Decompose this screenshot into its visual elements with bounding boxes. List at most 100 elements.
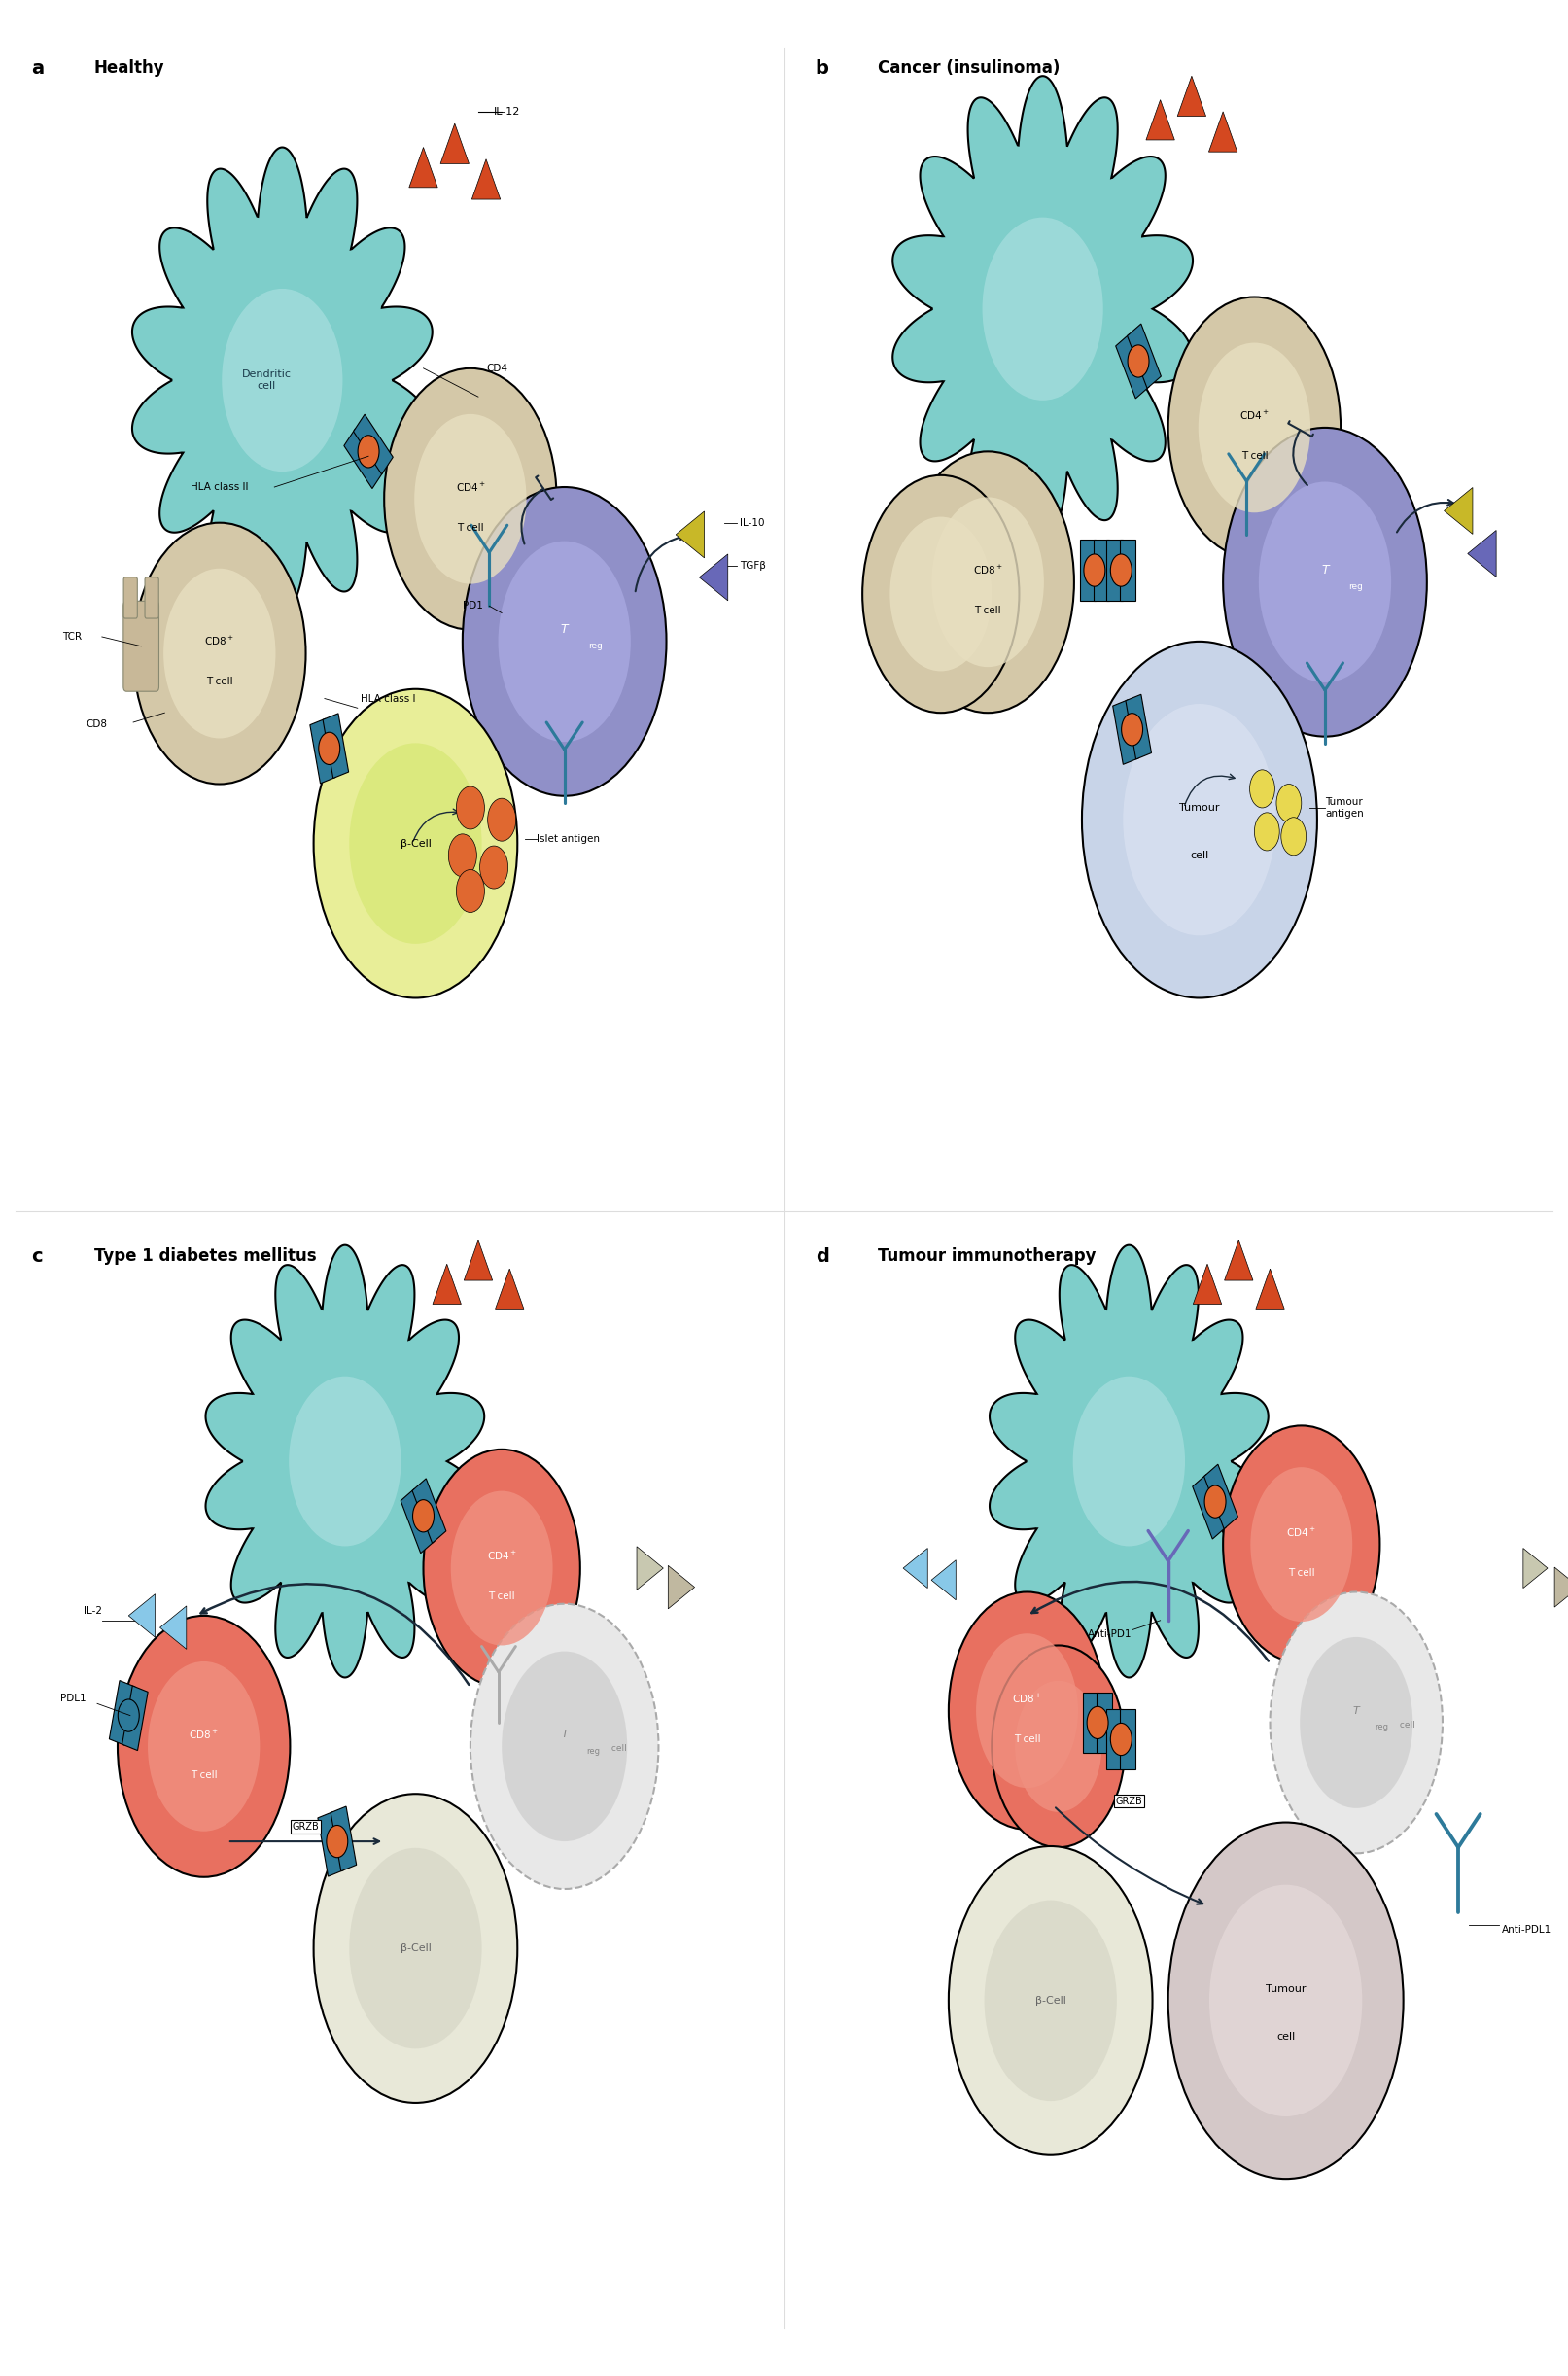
Text: PD1: PD1 bbox=[463, 601, 483, 611]
Text: CD4$^+$: CD4$^+$ bbox=[486, 1549, 517, 1563]
Circle shape bbox=[1259, 482, 1391, 682]
Text: HLA class II: HLA class II bbox=[191, 482, 248, 492]
Text: c: c bbox=[31, 1247, 42, 1266]
Circle shape bbox=[889, 516, 991, 670]
Polygon shape bbox=[892, 76, 1193, 542]
Text: reg: reg bbox=[586, 1746, 601, 1756]
Circle shape bbox=[902, 451, 1074, 713]
Circle shape bbox=[147, 1661, 260, 1832]
Text: reg: reg bbox=[588, 642, 602, 651]
Circle shape bbox=[1300, 1637, 1413, 1808]
Circle shape bbox=[314, 689, 517, 998]
Circle shape bbox=[1198, 342, 1311, 513]
Circle shape bbox=[1251, 1466, 1352, 1620]
Text: GRZB: GRZB bbox=[292, 1822, 320, 1832]
Circle shape bbox=[221, 287, 342, 470]
Circle shape bbox=[1110, 1723, 1132, 1756]
Circle shape bbox=[488, 798, 516, 841]
Text: Type 1 diabetes mellitus: Type 1 diabetes mellitus bbox=[94, 1247, 317, 1264]
Circle shape bbox=[463, 487, 666, 796]
Text: b: b bbox=[815, 59, 829, 78]
Text: CD4$^+$: CD4$^+$ bbox=[1239, 409, 1270, 423]
Polygon shape bbox=[472, 159, 500, 200]
Polygon shape bbox=[1107, 1708, 1123, 1770]
Text: Anti-PD1: Anti-PD1 bbox=[1088, 1630, 1132, 1639]
Circle shape bbox=[350, 1849, 481, 2048]
Text: T cell: T cell bbox=[1013, 1734, 1041, 1744]
Text: TGFβ: TGFβ bbox=[740, 561, 767, 570]
Polygon shape bbox=[1126, 694, 1151, 760]
Polygon shape bbox=[1256, 1269, 1284, 1309]
Circle shape bbox=[1168, 297, 1341, 558]
Circle shape bbox=[448, 834, 477, 877]
Polygon shape bbox=[903, 1549, 928, 1587]
Polygon shape bbox=[1120, 539, 1135, 601]
Polygon shape bbox=[1093, 539, 1109, 601]
Text: T cell: T cell bbox=[205, 677, 234, 687]
Polygon shape bbox=[132, 147, 433, 613]
Polygon shape bbox=[441, 124, 469, 164]
Circle shape bbox=[480, 846, 508, 889]
Circle shape bbox=[499, 542, 630, 741]
Text: CD4$^+$: CD4$^+$ bbox=[455, 480, 486, 494]
Circle shape bbox=[470, 1604, 659, 1889]
Polygon shape bbox=[1083, 1692, 1099, 1753]
Circle shape bbox=[993, 1644, 1126, 1849]
Circle shape bbox=[1083, 554, 1105, 587]
Circle shape bbox=[949, 1846, 1152, 2155]
Text: T cell: T cell bbox=[974, 606, 1002, 615]
Text: cell: cell bbox=[1190, 851, 1209, 860]
Circle shape bbox=[931, 497, 1044, 668]
Polygon shape bbox=[129, 1594, 155, 1637]
Text: T cell: T cell bbox=[1287, 1568, 1316, 1578]
Circle shape bbox=[1087, 1706, 1109, 1739]
Circle shape bbox=[862, 475, 1019, 713]
Circle shape bbox=[456, 870, 485, 912]
Text: GRZB: GRZB bbox=[1115, 1796, 1143, 1806]
Circle shape bbox=[1209, 1884, 1363, 2117]
Polygon shape bbox=[1107, 539, 1123, 601]
Circle shape bbox=[163, 568, 276, 739]
Polygon shape bbox=[1523, 1549, 1548, 1587]
Circle shape bbox=[949, 1592, 1105, 1830]
Circle shape bbox=[502, 1651, 627, 1841]
Polygon shape bbox=[1116, 335, 1149, 399]
Polygon shape bbox=[1080, 539, 1096, 601]
Polygon shape bbox=[310, 718, 336, 784]
Polygon shape bbox=[318, 1811, 343, 1877]
Circle shape bbox=[1204, 1485, 1226, 1518]
Text: β-Cell: β-Cell bbox=[1035, 1996, 1066, 2005]
Polygon shape bbox=[1096, 1692, 1112, 1753]
Text: T cell: T cell bbox=[488, 1592, 516, 1601]
FancyBboxPatch shape bbox=[124, 601, 158, 691]
Text: β-Cell: β-Cell bbox=[400, 839, 431, 848]
Text: Dendritic
cell: Dendritic cell bbox=[241, 371, 292, 390]
Polygon shape bbox=[1146, 100, 1174, 140]
Text: Tumour
antigen: Tumour antigen bbox=[1325, 798, 1364, 817]
Polygon shape bbox=[668, 1566, 695, 1609]
Circle shape bbox=[314, 1794, 517, 2103]
Polygon shape bbox=[1554, 1568, 1568, 1606]
Polygon shape bbox=[1193, 1475, 1226, 1540]
Text: Cancer (insulinoma): Cancer (insulinoma) bbox=[878, 59, 1060, 76]
Circle shape bbox=[1014, 1680, 1102, 1813]
Polygon shape bbox=[495, 1269, 524, 1309]
Polygon shape bbox=[412, 1478, 445, 1542]
Circle shape bbox=[1223, 1426, 1380, 1663]
Circle shape bbox=[384, 368, 557, 630]
Circle shape bbox=[975, 1635, 1079, 1787]
Text: Tumour: Tumour bbox=[1179, 803, 1220, 813]
Polygon shape bbox=[676, 511, 704, 558]
Circle shape bbox=[423, 1449, 580, 1687]
Polygon shape bbox=[1468, 530, 1496, 577]
Circle shape bbox=[358, 435, 379, 468]
Polygon shape bbox=[1127, 323, 1160, 387]
Circle shape bbox=[289, 1376, 401, 1547]
Text: T: T bbox=[1322, 563, 1328, 577]
Circle shape bbox=[456, 786, 485, 829]
Circle shape bbox=[1073, 1376, 1185, 1547]
Polygon shape bbox=[931, 1561, 956, 1599]
Polygon shape bbox=[637, 1547, 663, 1590]
Circle shape bbox=[414, 413, 527, 584]
Text: T cell: T cell bbox=[456, 523, 485, 532]
